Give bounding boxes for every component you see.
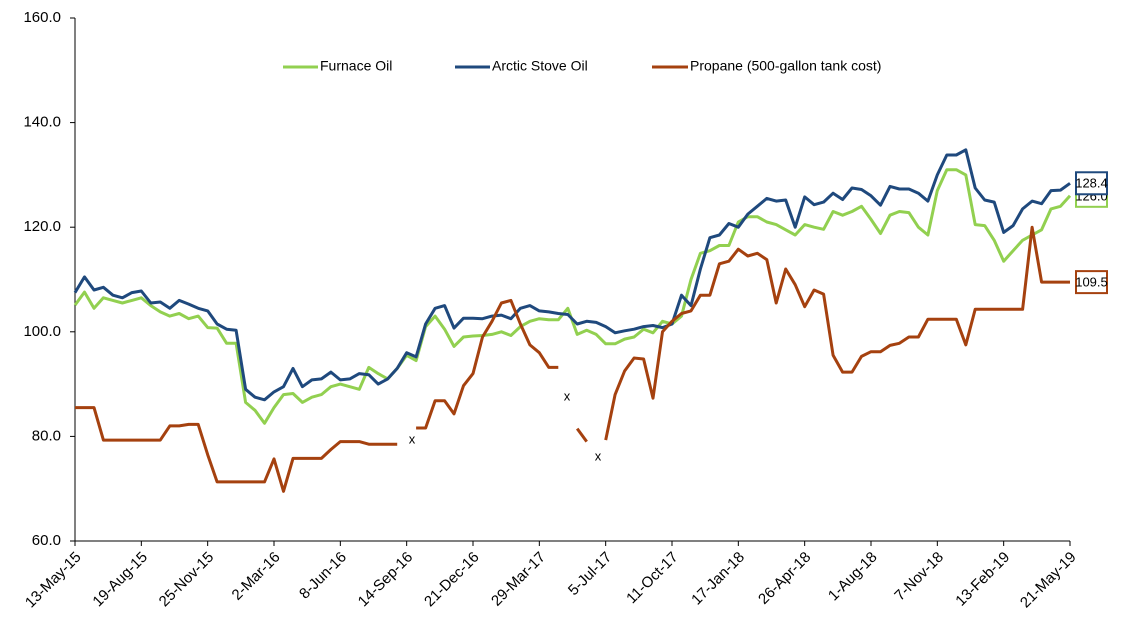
x-tick-label: 19-Aug-15 <box>89 549 151 611</box>
y-tick-label: 80.0 <box>32 427 61 444</box>
x-tick-label: 26-Apr-18 <box>755 549 814 608</box>
x-tick-label: 5-Jul-17 <box>565 549 615 599</box>
y-tick-label: 140.0 <box>23 114 61 131</box>
legend-label: Furnace Oil <box>320 58 392 74</box>
end-label-box <box>1075 171 1108 196</box>
series-line <box>73 168 1072 425</box>
end-label-text: 128.4 <box>1075 176 1108 191</box>
legend-label: Arctic Stove Oil <box>492 58 588 74</box>
series-line <box>575 427 588 443</box>
x-tick-label: 29-Mar-17 <box>488 549 549 610</box>
x-tick-label: 21-Dec-16 <box>421 549 483 611</box>
y-tick-label: 60.0 <box>32 532 61 549</box>
series-line <box>604 225 1070 441</box>
annotation: x <box>409 431 416 446</box>
series-line <box>416 298 559 430</box>
x-tick-label: 1-Aug-18 <box>825 549 881 605</box>
series-line <box>73 148 1071 402</box>
x-tick-label: 13-Feb-19 <box>952 549 1013 610</box>
annotation: x <box>564 388 571 403</box>
end-label: 128.4 <box>1075 171 1108 196</box>
legend-label: Propane (500-gallon tank cost) <box>690 58 881 74</box>
series-line <box>75 406 398 493</box>
end-label: 109.5 <box>1075 270 1108 295</box>
end-label-text: 109.5 <box>1075 275 1108 290</box>
x-tick-label: 13-May-15 <box>22 549 85 612</box>
x-tick-label: 8-Jun-16 <box>296 549 350 603</box>
x-tick-label: 2-Mar-16 <box>229 549 284 604</box>
end-label-box <box>1075 270 1108 295</box>
x-tick-label: 14-Sep-16 <box>355 549 417 611</box>
x-tick-label: 17-Jan-18 <box>688 549 748 609</box>
y-tick-label: 120.0 <box>23 218 61 235</box>
y-tick-label: 160.0 <box>23 9 61 26</box>
x-tick-label: 25-Nov-15 <box>156 549 218 611</box>
x-tick-label: 11-Oct-17 <box>623 549 681 607</box>
x-tick-label: 21-May-19 <box>1017 549 1080 612</box>
y-tick-label: 100.0 <box>23 323 61 340</box>
annotation: x <box>595 448 602 463</box>
x-tick-label: 7-Nov-18 <box>891 549 947 605</box>
